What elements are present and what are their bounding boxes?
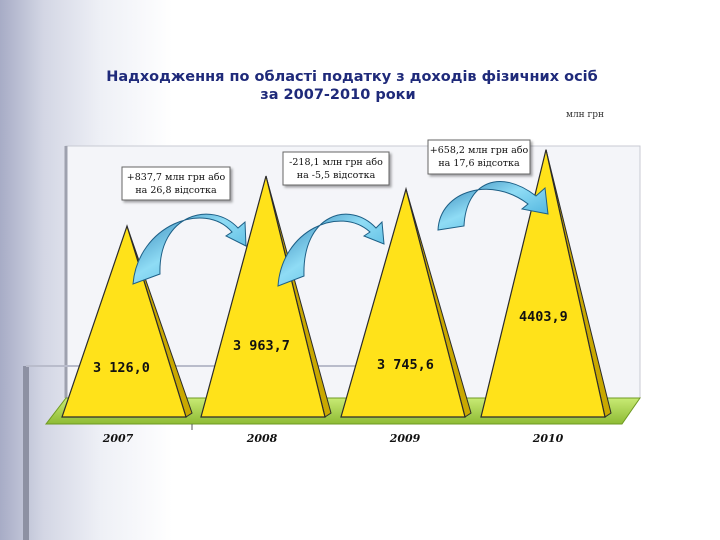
callout-text-line: на 26,8 відсотка bbox=[135, 185, 217, 196]
callout-2009-2010: +658,2 млн грн або на 17,6 відсотка bbox=[427, 139, 531, 175]
pyramid-face-2007 bbox=[61, 224, 187, 418]
pyramid-2010 bbox=[480, 149, 612, 418]
callout-2008-2009: -218,1 млн грн або на -5,5 відсотка bbox=[282, 151, 390, 186]
year-label-2009: 2009 bbox=[389, 432, 421, 445]
chart-title-line-1: Надходження по області податку з доходів… bbox=[106, 69, 598, 85]
callout-text-line: +658,2 млн грн або bbox=[430, 145, 529, 156]
callout-2007-2008: +837,7 млн грн або на 26,8 відсотка bbox=[121, 166, 231, 201]
callout-text-line: -218,1 млн грн або bbox=[289, 157, 383, 168]
callout-box bbox=[121, 166, 231, 201]
value-label-2008: 3 963,7 bbox=[233, 338, 290, 354]
callout-text-line: на 17,6 відсотка bbox=[438, 158, 520, 169]
change-callouts: +837,7 млн грн або на 26,8 відсотка -218,1… bbox=[121, 139, 531, 201]
value-label-2007: 3 126,0 bbox=[93, 360, 150, 376]
pyramid-series bbox=[61, 149, 612, 418]
pyramid-face-2010 bbox=[480, 149, 606, 418]
value-labels: 3 126,0 3 963,7 3 745,6 4403,9 bbox=[93, 309, 568, 376]
year-labels: 2007 2008 2009 2010 bbox=[102, 432, 564, 445]
change-arrow-2 bbox=[277, 213, 385, 287]
pyramid-face-2009 bbox=[340, 186, 466, 418]
pyramid-2008 bbox=[200, 175, 332, 418]
callout-box bbox=[282, 151, 390, 186]
value-label-2009: 3 745,6 bbox=[377, 357, 434, 373]
callout-text-line: на -5,5 відсотка bbox=[297, 170, 376, 181]
change-arrow-3 bbox=[437, 181, 549, 231]
year-label-2007: 2007 bbox=[102, 432, 134, 445]
year-label-2010: 2010 bbox=[532, 432, 564, 445]
chart-title-line-2: за 2007-2010 роки bbox=[260, 87, 415, 103]
value-label-2010: 4403,9 bbox=[519, 309, 568, 325]
unit-label: млн грн bbox=[566, 110, 604, 120]
change-arrow-1 bbox=[132, 213, 247, 285]
change-arrows bbox=[132, 181, 549, 287]
callout-box bbox=[427, 139, 531, 175]
pyramid-face-2008 bbox=[200, 175, 326, 418]
year-label-2008: 2008 bbox=[246, 432, 278, 445]
callout-text-line: +837,7 млн грн або bbox=[127, 172, 226, 183]
pyramid-2009 bbox=[340, 186, 472, 418]
